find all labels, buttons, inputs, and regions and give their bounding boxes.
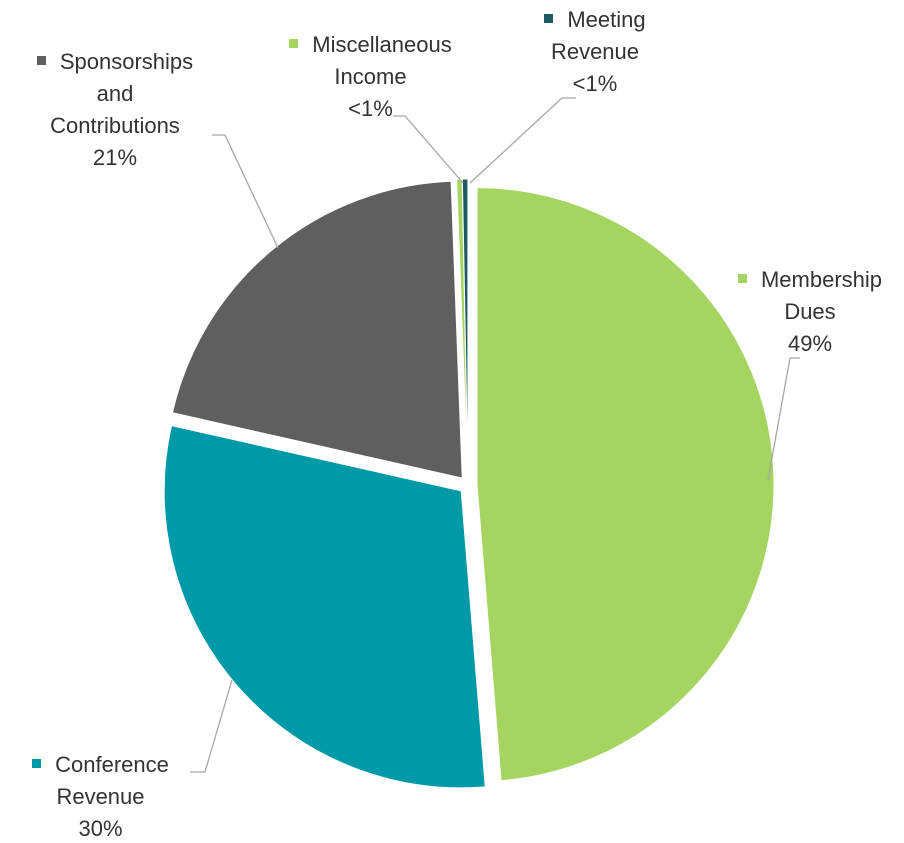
legend-marker <box>289 39 299 48</box>
pie-slice <box>476 187 775 782</box>
slice-label: Miscellaneous Income <1% <box>268 29 473 125</box>
pie-slice <box>163 424 486 789</box>
leader-line <box>469 97 576 184</box>
category-label: Conference Revenue <box>55 752 169 809</box>
leader-line <box>190 679 233 773</box>
category-label: Membership Dues <box>760 267 883 324</box>
category-label: Miscellaneous Income <box>312 32 452 89</box>
slice-label: Membership Dues 49% <box>725 264 895 360</box>
slice-label: Sponsorships and Contributions 21% <box>30 46 200 174</box>
legend-marker <box>544 14 554 23</box>
legend-marker <box>737 274 747 283</box>
value-label: <1% <box>348 96 393 121</box>
pie-slice <box>171 180 463 479</box>
slices <box>163 178 775 789</box>
value-label: 49% <box>787 331 833 356</box>
slice-label: Conference Revenue 30% <box>8 749 193 843</box>
slice-label: Meeting Revenue <1% <box>525 4 665 100</box>
value-label: 30% <box>78 816 123 841</box>
leader-line <box>212 134 279 249</box>
category-label: Meeting Revenue <box>550 7 646 64</box>
legend-marker <box>32 759 42 768</box>
pie-slice <box>461 178 469 477</box>
value-label: <1% <box>572 71 618 96</box>
category-label: Sponsorships and Contributions <box>50 49 194 138</box>
leader-line <box>393 115 464 184</box>
leader-line <box>767 357 800 481</box>
value-label: 21% <box>92 145 138 170</box>
legend-marker <box>36 56 46 65</box>
